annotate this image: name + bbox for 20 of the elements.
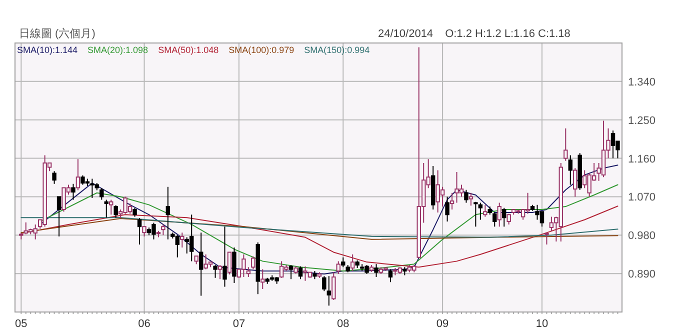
y-tick-label: 0.980: [628, 230, 656, 242]
x-tick-label: 05: [15, 318, 28, 330]
chart-title: 日線圖 (六個月): [19, 27, 96, 40]
x-tick-label: 09: [436, 318, 449, 330]
text: 24/10/2014: [378, 28, 434, 40]
text: SMA(150):0.994: [304, 45, 370, 55]
y-tick-label: 1.160: [628, 153, 656, 166]
x-tick-label: 07: [232, 318, 246, 330]
x-tick-label: 06: [138, 318, 150, 330]
y-tick-label: 1.070: [628, 192, 656, 204]
text: SMA(10):1.144: [17, 45, 78, 55]
y-tick-label: 1.250: [628, 114, 656, 127]
text: SMA(50):1.048: [158, 45, 219, 55]
text: SMA(100):0.979: [228, 45, 294, 55]
y-tick-label: 0.890: [628, 268, 656, 281]
x-tick-label: 10: [536, 318, 548, 330]
x-tick-label: 08: [336, 318, 350, 330]
y-tick-label: 1.340: [628, 76, 656, 88]
text: O:1.2 H:1.2 L:1.16 C:1.18: [445, 28, 570, 40]
text: SMA(20):1.098: [88, 45, 148, 55]
